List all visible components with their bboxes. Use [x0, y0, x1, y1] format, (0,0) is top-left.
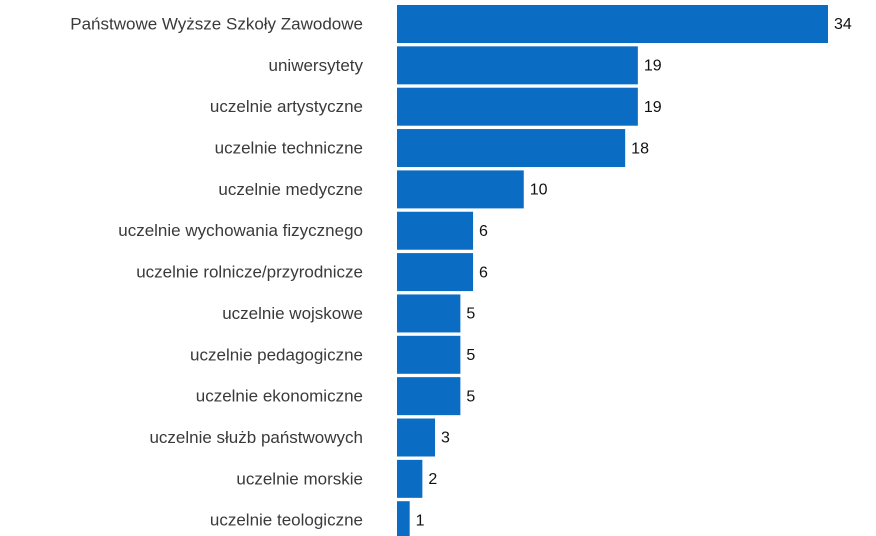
bar — [397, 418, 436, 457]
bar — [397, 459, 423, 498]
value-label: 6 — [479, 264, 488, 281]
value-label: 5 — [466, 388, 475, 405]
bar — [397, 129, 626, 168]
bar — [397, 170, 524, 209]
bar — [397, 46, 638, 85]
value-label: 3 — [441, 430, 450, 447]
bar — [397, 253, 474, 292]
category-label: Państwowe Wyższe Szkoły Zawodowe — [70, 14, 363, 33]
value-label: 19 — [644, 99, 662, 116]
category-label: uczelnie teologiczne — [210, 511, 363, 530]
value-label: 34 — [834, 16, 852, 33]
bar — [397, 501, 410, 536]
category-label: uczelnie służb państwowych — [149, 428, 363, 447]
category-label: uczelnie artystyczne — [210, 97, 363, 116]
value-label: 6 — [479, 223, 488, 240]
value-label: 5 — [466, 306, 475, 323]
category-label: uczelnie techniczne — [215, 139, 363, 158]
category-label: uczelnie ekonomiczne — [196, 387, 363, 406]
bar — [397, 294, 461, 333]
value-label: 18 — [631, 140, 649, 157]
bar — [397, 87, 638, 126]
bar — [397, 211, 474, 250]
category-label: uczelnie rolnicze/przyrodnicze — [136, 263, 363, 282]
value-label: 1 — [416, 512, 425, 529]
category-label: uczelnie wychowania fizycznego — [118, 221, 363, 240]
bar — [397, 335, 461, 374]
bar — [397, 5, 828, 43]
category-label: uczelnie wojskowe — [222, 304, 363, 323]
value-label: 19 — [644, 58, 662, 75]
category-label: uczelnie medyczne — [218, 180, 363, 199]
value-label: 5 — [466, 347, 475, 364]
value-label: 10 — [530, 182, 548, 199]
category-label: uniwersytety — [269, 56, 364, 75]
value-label: 2 — [428, 471, 437, 488]
bar — [397, 377, 461, 416]
category-label: uczelnie pedagogiczne — [190, 345, 363, 364]
category-label: uczelnie morskie — [236, 469, 363, 488]
